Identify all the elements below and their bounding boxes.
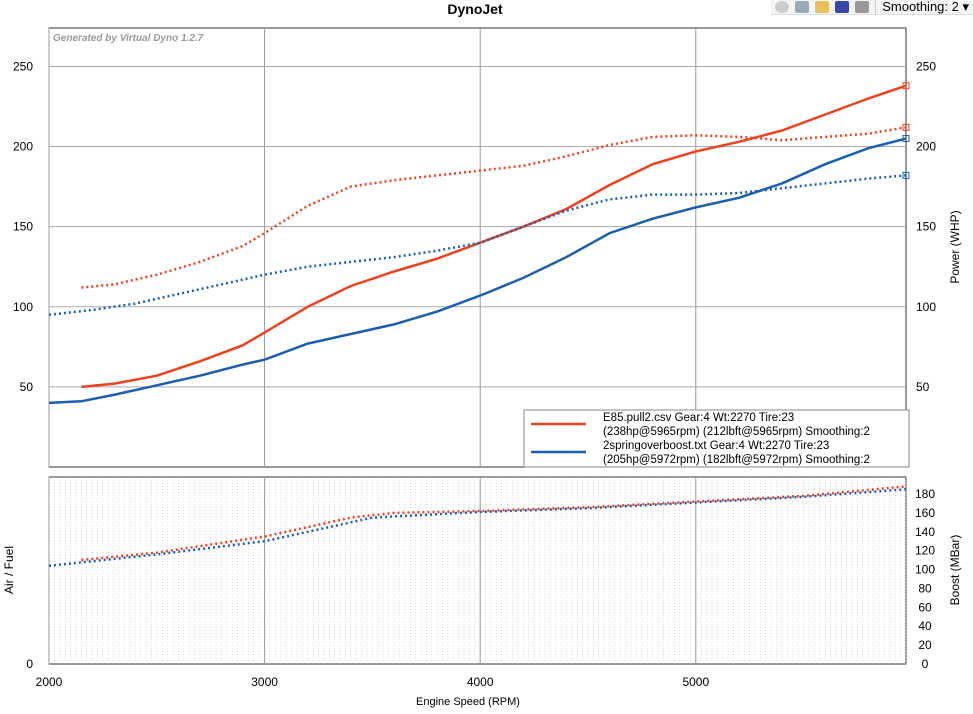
air-fuel-axis-label: Air / Fuel: [2, 546, 16, 594]
y-tick-label-right: 250: [916, 59, 936, 73]
series-torque-2spring: [48, 174, 907, 317]
legend-e85-line2: (238hp@5965rpm) (212lbft@5965rpm) Smooth…: [603, 426, 870, 438]
series-end-marker: [902, 82, 910, 90]
watermark: Generated by Virtual Dyno 1.2.7: [53, 33, 204, 44]
y-tick-label-left: 150: [13, 220, 33, 234]
y-tick-label-right: 80: [918, 581, 932, 595]
series-boost-e85: [81, 485, 907, 562]
series-power-e85: [81, 84, 907, 389]
smoothing-value: Smoothing: 2: [882, 0, 959, 14]
series-end-marker: [902, 171, 910, 179]
x-tick-label: 2000: [36, 675, 63, 689]
y-tick-label-right: 50: [916, 380, 930, 394]
smoothing-select[interactable]: Smoothing: 2 ▾: [875, 0, 969, 15]
plot-area: [48, 476, 907, 665]
y-tick-label-right: 40: [918, 619, 932, 633]
y-tick-label-right: 20: [918, 638, 932, 652]
x-tick-label: 5000: [682, 675, 709, 689]
y-tick-label-right: 0: [922, 657, 929, 671]
y-tick-label-right: 140: [915, 525, 935, 539]
y-tick-label-right: 180: [915, 487, 935, 501]
copy-icon[interactable]: [815, 1, 830, 13]
series-end-marker: [902, 123, 910, 131]
y-tick-label-right: 120: [915, 544, 935, 558]
power-axis-label: Power (WHP): [948, 210, 962, 283]
y-tick-label-left: 50: [20, 380, 34, 394]
save-icon[interactable]: [835, 1, 850, 13]
chart-title: DynoJet: [447, 1, 503, 17]
legend: E85.pull2.csv Gear:4 Wt:2270 Tire:23 (23…: [523, 409, 910, 468]
zoom-icon[interactable]: [775, 1, 790, 13]
y-tick-label-left: 200: [13, 140, 33, 154]
filter-icon[interactable]: [795, 1, 810, 13]
x-tick-label: 4000: [467, 675, 494, 689]
toolbar: Smoothing: 2 ▾: [771, 0, 973, 15]
plot-area: [48, 27, 907, 468]
y-tick-label-left: 250: [13, 59, 33, 73]
y-tick-label-right: 100: [915, 563, 935, 577]
y-tick-label-right: 200: [916, 140, 936, 154]
x-tick-label: 3000: [251, 675, 278, 689]
legend-2spring-line1: 2springoverboost.txt Gear:4 Wt:2270 Tire…: [603, 440, 829, 452]
series-torque-e85: [81, 126, 907, 289]
y-tick-label-right: 150: [916, 220, 936, 234]
y-tick-label-left: 100: [13, 300, 33, 314]
y-tick-label-right: 100: [916, 300, 936, 314]
series-end-marker: [902, 135, 910, 143]
y-tick-label-left: 0: [26, 657, 33, 671]
series-boost-2spring: [48, 488, 907, 568]
print-icon[interactable]: [855, 1, 870, 13]
y-tick-label-right: 60: [918, 600, 932, 614]
legend-e85-line1: E85.pull2.csv Gear:4 Wt:2270 Tire:23: [603, 412, 794, 424]
y-tick-label-right: 160: [915, 506, 935, 520]
boost-axis-label: Boost (MBar): [948, 535, 962, 606]
x-axis-label: Engine Speed (RPM): [416, 696, 520, 708]
legend-2spring-line2: (205hp@5972rpm) (182lbft@5972rpm) Smooth…: [603, 454, 870, 466]
